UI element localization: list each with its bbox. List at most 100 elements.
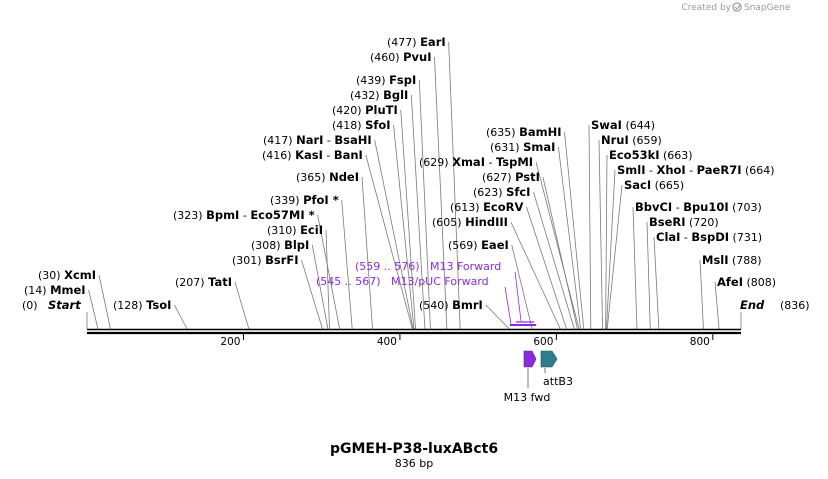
plasmid-length: 836 bp — [395, 457, 433, 470]
enzyme-label-bsrfi[interactable]: (301) BsrFI — [232, 253, 299, 267]
enzyme-label-tsoi[interactable]: (128) TsoI — [113, 298, 171, 312]
ruler-tick-label-800: 800 — [690, 336, 710, 348]
enzyme-label-clai[interactable]: ClaI - BspDI (731) — [656, 230, 762, 244]
enzyme-label-kasi[interactable]: (416) KasI - BanI — [262, 148, 363, 162]
cut-line-pluti — [400, 109, 416, 330]
feature-label-m13-fwd[interactable]: M13 fwd — [504, 391, 551, 404]
cut-line-bsrfi — [301, 259, 323, 330]
enzyme-labels: (0) Start End (836) (14) MmeI(30) XcmI (1… — [22, 35, 810, 312]
credit-prefix: Created by — [681, 3, 731, 13]
enzyme-label-xmai[interactable]: (629) XmaI - TspMI — [419, 155, 533, 169]
cut-line-bbvci — [632, 206, 638, 330]
enzyme-label-ecorv[interactable]: (613) EcoRV — [450, 200, 524, 214]
enzyme-label-blpi[interactable]: (308) BlpI — [251, 238, 309, 252]
cut-line-pfoi — [341, 199, 353, 330]
enzyme-label-sfoi[interactable]: (418) SfoI — [332, 118, 391, 132]
primer-name-m13-puc-forward[interactable]: M13/pUC Forward — [391, 275, 489, 288]
snapgene-logo-icon — [732, 2, 742, 12]
enzyme-label-tati[interactable]: (207) TatI — [175, 275, 232, 289]
cut-line-fspi — [418, 79, 431, 330]
cut-line-sfoi — [393, 124, 415, 330]
credit-brand: SnapGene — [744, 3, 791, 13]
enzyme-label-eari[interactable]: (477) EarI — [387, 35, 446, 49]
enzyme-label-pfoi[interactable]: (339) PfoI * — [270, 193, 339, 207]
cut-line-eari — [448, 41, 461, 330]
cut-line-tati — [234, 281, 250, 330]
cut-line-xcmi — [98, 274, 111, 330]
enzyme-label-fspi[interactable]: (439) FspI — [356, 73, 416, 87]
ruler-tick-label-600: 600 — [533, 336, 553, 348]
cut-line-pvui — [434, 56, 448, 330]
enzyme-label-eaei[interactable]: (569) EaeI — [448, 238, 509, 252]
cut-line-sfci — [533, 191, 575, 330]
cut-line-nari — [374, 139, 414, 330]
cut-line-kasi — [365, 154, 413, 330]
enzyme-label-bgli[interactable]: (432) BglI — [350, 88, 408, 102]
cut-line-bgli — [410, 94, 426, 330]
enzyme-label-swai[interactable]: SwaI (644) — [591, 118, 655, 132]
features-track: M13 fwd attB3 — [504, 350, 573, 404]
cut-line-psti — [542, 176, 578, 330]
primer-name-m13-forward[interactable]: M13 Forward — [430, 260, 501, 273]
cut-line-smai — [557, 146, 582, 330]
primer-leader-m13-forward — [514, 271, 522, 322]
enzyme-label-psti[interactable]: (627) PstI — [482, 170, 540, 184]
enzyme-label-msli[interactable]: MslI (788) — [702, 253, 762, 267]
enzyme-label-hindiii[interactable]: (605) HindIII — [432, 215, 508, 229]
enzyme-label-nrui[interactable]: NruI (659) — [601, 133, 662, 147]
cut-line-ecorv — [526, 206, 567, 330]
cut-line-msli — [699, 259, 704, 330]
cut-lines — [86, 41, 742, 330]
cut-line-tsoi — [174, 304, 188, 330]
cut-line-blpi — [311, 244, 329, 330]
feature-arrow-m13-fwd[interactable] — [523, 350, 537, 368]
cut-line-saci — [606, 184, 623, 330]
start-label: Start — [48, 298, 81, 312]
ruler-tick-label-200: 200 — [220, 336, 240, 348]
enzyme-label-mmei[interactable]: (14) MmeI — [24, 283, 86, 297]
enzyme-label-xcmi[interactable]: (30) XcmI — [38, 268, 96, 282]
cut-line-swai — [588, 124, 592, 330]
enzyme-label-nari[interactable]: (417) NarI - BsaHI — [263, 133, 372, 147]
cut-line-xmai — [535, 161, 580, 330]
enzyme-label-smai[interactable]: (631) SmaI — [490, 140, 555, 154]
enzyme-label-ndei[interactable]: (365) NdeI — [296, 170, 359, 184]
enzyme-label-ecii[interactable]: (310) EciI — [267, 223, 323, 237]
cut-line-mmei — [88, 289, 99, 330]
primer-range-m13-puc-forward: (545 .. 567) — [316, 275, 381, 288]
cut-line-eaei — [511, 244, 533, 330]
cut-line-eco53ki — [605, 154, 608, 330]
dna-backbone — [87, 328, 741, 335]
enzyme-label-saci[interactable]: SacI (665) — [624, 178, 684, 192]
cut-line-nrui — [598, 139, 603, 330]
enzyme-label-bamhi[interactable]: (635) BamHI — [486, 125, 562, 139]
start-position: (0) — [22, 299, 38, 312]
plasmid-title: pGMEH-P38-luxABct6 — [330, 441, 498, 457]
feature-arrow-attb3[interactable] — [540, 350, 558, 368]
primer-leader-m13-puc-forward — [504, 286, 512, 325]
cut-line-bamhi — [564, 131, 585, 330]
cut-line-bseri — [646, 221, 651, 330]
enzyme-label-eco53ki[interactable]: Eco53kI (663) — [609, 148, 693, 162]
ruler-ticks: 200 400 600 800 — [220, 334, 714, 348]
enzyme-label-bpmi[interactable]: (323) BpmI - Eco57MI * — [173, 208, 315, 222]
cut-line-smli — [606, 169, 616, 330]
cut-line-clai — [653, 236, 660, 330]
enzyme-label-smli[interactable]: SmlI - XhoI - PaeR7I (664) — [617, 163, 775, 177]
enzyme-label-afei[interactable]: AfeI (808) — [717, 275, 776, 289]
ruler-tick-label-400: 400 — [377, 336, 397, 348]
enzyme-label-bseri[interactable]: BseRI (720) — [649, 215, 719, 229]
cut-line-bpmi — [317, 214, 341, 330]
enzyme-label-pluti[interactable]: (420) PluTI — [332, 103, 398, 117]
enzyme-label-sfci[interactable]: (623) SfcI — [473, 185, 530, 199]
enzyme-label-pvui[interactable]: (460) PvuI — [370, 50, 431, 64]
cut-line-ndei — [361, 176, 373, 330]
end-label: End — [740, 298, 765, 312]
cut-line-hindiii — [510, 221, 561, 330]
primer-range-m13-forward: (559 .. 576) — [355, 260, 420, 273]
enzyme-label-bmri[interactable]: (540) BmrI — [419, 298, 483, 312]
enzyme-label-bbvci[interactable]: BbvCI - Bpu10I (703) — [635, 200, 762, 214]
cut-line-bmri — [485, 304, 510, 330]
feature-label-attb3[interactable]: attB3 — [543, 375, 573, 388]
primer-annotations: (559 .. 576) M13 Forward (545 .. 567) M1… — [316, 260, 536, 326]
